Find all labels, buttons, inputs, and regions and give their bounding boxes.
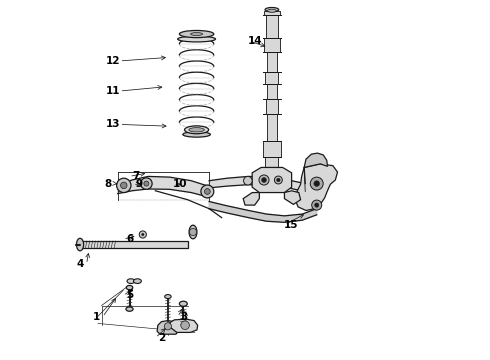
FancyBboxPatch shape (267, 84, 276, 99)
Text: 10: 10 (172, 179, 187, 189)
Text: 6: 6 (126, 234, 133, 244)
Ellipse shape (127, 279, 135, 283)
Ellipse shape (265, 8, 279, 12)
Circle shape (201, 185, 214, 198)
Circle shape (276, 178, 280, 182)
Text: 7: 7 (132, 171, 139, 181)
FancyBboxPatch shape (266, 15, 278, 39)
Text: 12: 12 (106, 56, 120, 66)
Circle shape (139, 231, 147, 238)
FancyBboxPatch shape (267, 51, 277, 72)
Circle shape (190, 228, 196, 235)
FancyBboxPatch shape (267, 114, 276, 140)
Circle shape (314, 181, 319, 186)
Circle shape (259, 175, 269, 185)
Circle shape (144, 181, 149, 186)
Polygon shape (209, 202, 317, 222)
FancyBboxPatch shape (262, 171, 282, 187)
Text: 4: 4 (76, 259, 84, 269)
FancyBboxPatch shape (266, 99, 278, 114)
Circle shape (312, 200, 322, 210)
Ellipse shape (185, 126, 209, 134)
Polygon shape (118, 176, 209, 197)
Text: 15: 15 (284, 220, 298, 230)
Circle shape (181, 321, 190, 329)
Ellipse shape (189, 225, 197, 239)
Circle shape (141, 233, 144, 236)
Polygon shape (252, 167, 292, 193)
Circle shape (244, 176, 252, 185)
Text: 9: 9 (136, 179, 143, 189)
Ellipse shape (189, 128, 204, 132)
Ellipse shape (183, 132, 210, 137)
Text: 5: 5 (126, 291, 133, 301)
Ellipse shape (179, 301, 187, 306)
Polygon shape (285, 191, 300, 204)
Text: 13: 13 (106, 120, 120, 129)
Ellipse shape (191, 33, 202, 36)
Ellipse shape (178, 36, 216, 42)
Ellipse shape (76, 238, 84, 251)
Text: 11: 11 (106, 86, 120, 96)
Polygon shape (209, 176, 305, 192)
FancyBboxPatch shape (264, 39, 280, 51)
FancyBboxPatch shape (82, 241, 188, 248)
Polygon shape (304, 153, 327, 167)
Text: 2: 2 (158, 333, 166, 343)
Polygon shape (170, 319, 197, 332)
Circle shape (164, 323, 171, 330)
Ellipse shape (126, 307, 133, 311)
Polygon shape (243, 193, 259, 205)
FancyBboxPatch shape (266, 72, 278, 84)
Circle shape (262, 177, 267, 183)
Circle shape (204, 189, 210, 194)
Text: 14: 14 (248, 36, 262, 46)
FancyBboxPatch shape (263, 140, 281, 157)
Ellipse shape (179, 31, 214, 38)
Polygon shape (157, 320, 179, 334)
Text: 8: 8 (104, 179, 112, 189)
Ellipse shape (126, 285, 133, 290)
Circle shape (274, 176, 282, 184)
Text: 3: 3 (180, 312, 188, 322)
Ellipse shape (133, 279, 141, 283)
Circle shape (310, 177, 323, 190)
Circle shape (117, 178, 131, 193)
FancyBboxPatch shape (266, 157, 278, 171)
Ellipse shape (165, 294, 171, 298)
Ellipse shape (268, 9, 276, 12)
Text: 1: 1 (93, 312, 100, 322)
FancyBboxPatch shape (264, 11, 280, 15)
Circle shape (121, 182, 127, 189)
Polygon shape (295, 164, 338, 211)
Circle shape (315, 203, 319, 207)
Circle shape (141, 178, 152, 189)
